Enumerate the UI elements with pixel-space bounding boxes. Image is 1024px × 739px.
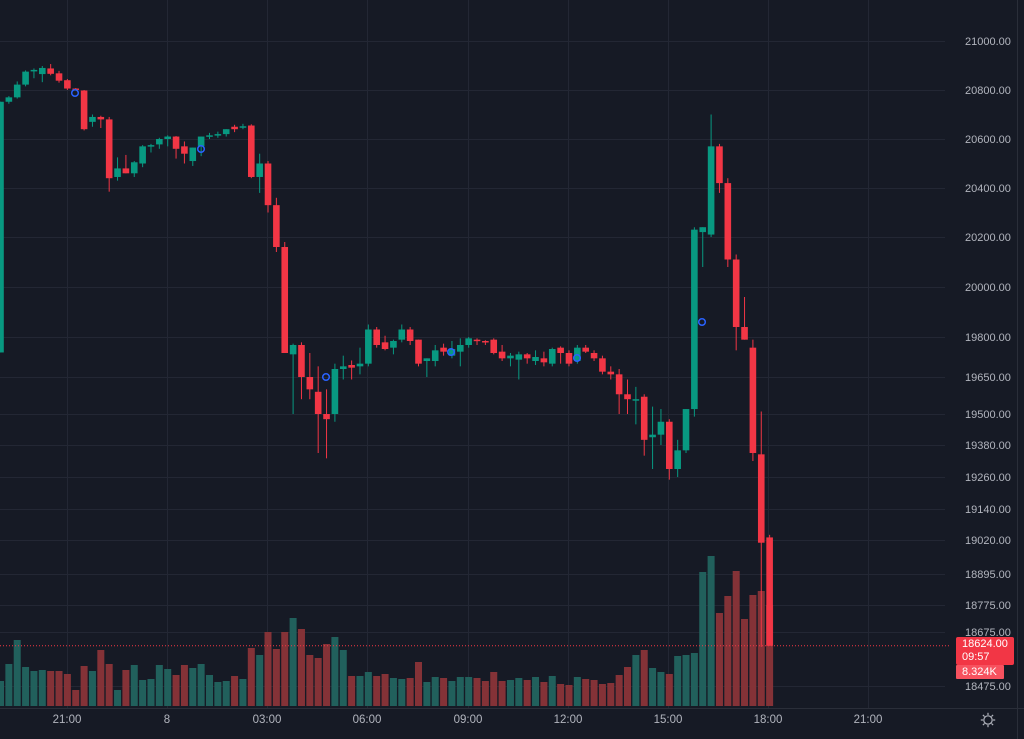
price-tick-label: 18675.00 (965, 627, 1011, 639)
price-tick-label: 20400.00 (965, 183, 1011, 195)
price-axis[interactable]: 21000.00 20800.00 20600.00 20400.00 20200.00… (965, 36, 1011, 693)
price-tick-label: 20200.00 (965, 232, 1011, 244)
time-tick-label: 09:00 (454, 714, 483, 726)
event-marker-icon[interactable] (321, 372, 331, 382)
price-tick-label: 19650.00 (965, 372, 1011, 384)
price-tick-label: 18895.00 (965, 569, 1011, 581)
time-tick-label: 06:00 (353, 714, 382, 726)
price-tick-label: 20600.00 (965, 134, 1011, 146)
price-tick-label: 21000.00 (965, 36, 1011, 48)
volume-bars (0, 556, 774, 706)
last-price-badge: 18624.00 09:57 (956, 637, 1014, 665)
event-marker-icon[interactable] (572, 353, 582, 363)
time-tick-label: 18:00 (754, 714, 783, 726)
price-tick-label: 18775.00 (965, 600, 1011, 612)
time-tick-label: 15:00 (654, 714, 683, 726)
price-tick-label: 20800.00 (965, 85, 1011, 97)
event-marker-icon[interactable] (70, 88, 80, 98)
time-tick-label: 21:00 (53, 714, 82, 726)
last-price-value: 18624.00 (962, 638, 1008, 650)
price-tick-label: 18475.00 (965, 681, 1011, 693)
time-tick-label: 21:00 (854, 714, 883, 726)
panel-divider (1017, 0, 1018, 739)
price-tick-label: 20000.00 (965, 282, 1011, 294)
time-tick-label: 8 (164, 714, 170, 726)
last-volume-badge: 8.324K (956, 665, 1004, 679)
candles (0, 64, 773, 647)
bar-countdown: 09:57 (962, 651, 990, 663)
price-tick-label: 19020.00 (965, 535, 1011, 547)
price-tick-label: 19140.00 (965, 504, 1011, 516)
time-axis[interactable]: 21:00 8 03:00 06:00 09:00 12:00 15:00 18:00 21:0… (53, 714, 883, 726)
price-tick-label: 19260.00 (965, 472, 1011, 484)
time-axis-divider (0, 708, 1024, 709)
time-tick-label: 12:00 (554, 714, 583, 726)
time-tick-label: 03:00 (253, 714, 282, 726)
event-marker-icon[interactable] (446, 347, 456, 357)
gear-icon[interactable] (980, 712, 996, 728)
event-marker-icon[interactable] (697, 317, 707, 327)
price-tick-label: 19380.00 (965, 440, 1011, 452)
grid-lines (0, 0, 945, 708)
event-marker-icon[interactable] (196, 144, 206, 154)
price-tick-label: 19500.00 (965, 409, 1011, 421)
price-tick-label: 19800.00 (965, 332, 1011, 344)
